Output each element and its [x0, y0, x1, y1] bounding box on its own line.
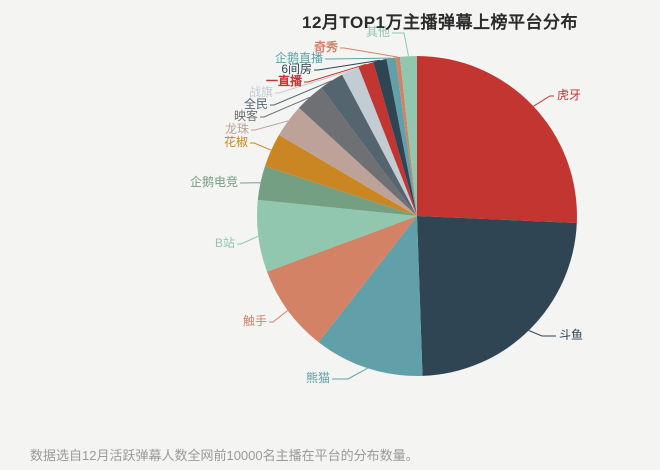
pie-slice-2[interactable]	[318, 216, 423, 376]
slice-label-12: 6间房	[281, 61, 312, 76]
slice-leader-line-10	[275, 70, 351, 94]
slice-leader-line-7	[251, 120, 289, 131]
slice-label-4: B站	[215, 236, 235, 250]
pie-slice-14[interactable]	[395, 56, 418, 217]
slice-label-1: 斗鱼	[559, 328, 583, 342]
pie-slice-10[interactable]	[342, 67, 417, 216]
slice-leader-line-9	[270, 80, 332, 106]
pie-slice-8[interactable]	[299, 87, 417, 216]
chart-caption: 数据选自12月活跃弹幕人数全网前10000名主播在平台的分布数量。	[30, 448, 419, 463]
pie-slice-4[interactable]	[256, 199, 417, 272]
slice-label-7: 龙珠	[225, 122, 249, 136]
pie-slice-9[interactable]	[321, 74, 417, 216]
slice-label-2: 熊猫	[306, 370, 330, 385]
slice-label-11: 一直播	[266, 73, 303, 88]
slice-label-10: 战旗	[249, 84, 273, 99]
slice-leader-line-12	[314, 59, 381, 71]
slice-leader-line-11	[304, 63, 367, 83]
slice-label-3: 触手	[243, 314, 267, 328]
pie-slice-15[interactable]	[399, 55, 417, 217]
slice-leader-line-3	[269, 310, 289, 323]
chart-title: 12月TOP1万主播弹幕上榜平台分布	[301, 13, 579, 32]
pie-slice-0[interactable]	[417, 56, 577, 223]
pie-slice-11[interactable]	[358, 62, 417, 216]
slice-leader-line-2	[332, 367, 368, 380]
slice-leader-line-14	[340, 47, 398, 58]
slice-leader-line-1	[528, 330, 556, 337]
slice-label-6: 花椒	[224, 134, 248, 149]
slice-label-9: 全民	[244, 96, 268, 111]
slice-leader-line-15	[392, 32, 409, 57]
slice-leader-line-4	[237, 235, 259, 245]
slice-label-13: 企鹅直播	[275, 50, 323, 65]
slice-leader-line-8	[260, 96, 310, 118]
slice-leader-line-0	[533, 95, 554, 107]
slice-label-14: 奇秀	[314, 39, 339, 54]
slice-label-8: 映客	[234, 108, 258, 123]
pie-slice-1[interactable]	[417, 216, 577, 376]
slice-label-0: 虎牙	[557, 88, 581, 102]
pie-slice-13[interactable]	[386, 57, 418, 217]
slice-leader-line-13	[325, 57, 392, 60]
pie-slice-6[interactable]	[265, 135, 417, 216]
pie-slice-5[interactable]	[257, 166, 417, 216]
slice-label-5: 企鹅电竞	[190, 174, 238, 189]
pie-slice-3[interactable]	[267, 216, 417, 343]
pie-slice-12[interactable]	[373, 58, 417, 217]
pie-slice-7[interactable]	[279, 107, 417, 216]
slice-leader-line-6	[250, 142, 272, 151]
slice-label-15: 其他	[366, 25, 390, 39]
